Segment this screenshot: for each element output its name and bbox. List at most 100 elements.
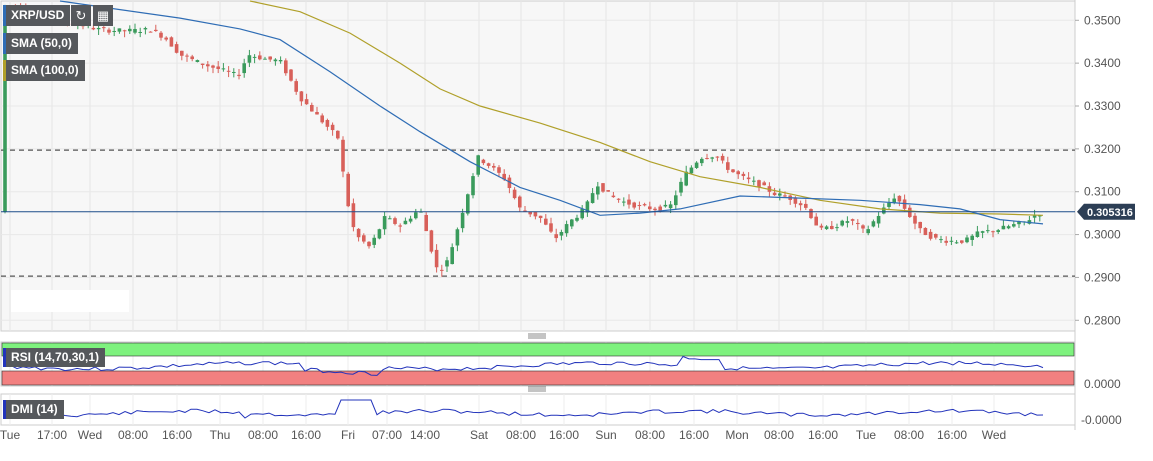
candle: [705, 153, 709, 160]
dmi-legend: DMI (14): [3, 400, 64, 419]
candle: [918, 221, 922, 234]
candle: [336, 130, 340, 140]
candle-body: [679, 181, 683, 193]
candle-body: [575, 217, 579, 221]
candle: [887, 198, 891, 210]
candle: [871, 219, 876, 228]
candle: [700, 157, 704, 167]
candle: [169, 36, 174, 47]
dmi-label: DMI (14): [11, 402, 58, 416]
candle: [190, 54, 194, 62]
candle: [741, 171, 746, 180]
y-tick-label: 0.3400: [1084, 56, 1121, 70]
x-tick-label: 08:00: [894, 428, 924, 442]
candle: [632, 201, 636, 210]
candle: [923, 227, 928, 236]
candle-body: [122, 30, 127, 32]
candle-body: [143, 28, 148, 30]
candle-body: [1032, 215, 1037, 218]
candle-body: [882, 207, 886, 214]
candle: [533, 211, 538, 220]
candle: [341, 136, 345, 178]
candle-body: [211, 65, 215, 68]
candle-body: [200, 63, 205, 65]
candle: [310, 102, 314, 112]
refresh-icon[interactable]: ↻: [71, 5, 91, 26]
candle-body: [741, 173, 746, 177]
candle-body: [970, 235, 974, 240]
candle-body: [460, 212, 465, 229]
candle-body: [648, 206, 652, 210]
candle-body: [980, 231, 985, 233]
candle-body: [570, 219, 574, 227]
candle-body: [507, 177, 512, 189]
candle: [590, 188, 595, 204]
candle: [278, 56, 283, 64]
candle: [346, 171, 350, 208]
candle-body: [304, 99, 309, 105]
candle: [440, 264, 444, 277]
sma100-label: SMA (100,0): [11, 63, 79, 77]
x-tick-label: 07:00: [372, 428, 402, 442]
candle-body: [544, 218, 548, 225]
candle-body: [336, 130, 340, 139]
candle-body: [133, 28, 137, 33]
candle-body: [377, 229, 382, 239]
candle-body: [466, 194, 470, 214]
candle: [975, 225, 980, 238]
candle-body: [278, 59, 283, 62]
candle-body: [1038, 215, 1042, 217]
candle-body: [798, 203, 803, 206]
candle: [320, 113, 324, 124]
candle-body: [403, 220, 408, 225]
calendar-icon[interactable]: ▦: [93, 5, 113, 26]
dmi-tick-label: -0.0000: [1081, 413, 1122, 427]
candle: [414, 208, 418, 220]
candle: [627, 194, 631, 209]
candle-body: [965, 237, 969, 243]
candle: [928, 229, 933, 241]
candle: [512, 187, 517, 200]
candle-body: [897, 195, 902, 202]
candle: [757, 179, 761, 192]
candle-body: [710, 157, 714, 159]
candle-body: [294, 81, 298, 92]
candle-body: [252, 56, 257, 58]
candle: [237, 68, 241, 80]
y-tick-label: 0.3500: [1084, 13, 1121, 27]
candle: [133, 23, 137, 35]
candle: [772, 187, 777, 196]
candle: [289, 69, 293, 82]
candle: [200, 63, 205, 69]
candle-body: [616, 198, 621, 200]
symbol-label: XRP/USD: [3, 5, 71, 26]
candle: [715, 156, 720, 162]
sma50-swatch: [3, 33, 6, 54]
candle-body: [263, 58, 267, 60]
candle: [528, 211, 532, 218]
candle: [523, 205, 527, 212]
candle: [840, 219, 844, 227]
candle-body: [596, 186, 600, 195]
candle-body: [960, 240, 964, 243]
candle: [330, 122, 335, 136]
candle: [174, 41, 179, 54]
candle-body: [700, 158, 704, 164]
candle: [585, 199, 590, 217]
candle-body: [793, 197, 798, 204]
candle-body: [138, 31, 142, 33]
candle: [819, 223, 824, 231]
candle-body: [923, 227, 928, 236]
sma100-legend: SMA (100,0): [3, 60, 85, 81]
candle-body: [356, 228, 361, 238]
candle-body: [268, 56, 272, 60]
candle-body: [731, 169, 735, 173]
candle-body: [1017, 221, 1021, 225]
candle: [835, 223, 839, 232]
x-tick-label: Thu: [210, 428, 231, 442]
candle-body: [497, 167, 501, 173]
candle: [263, 56, 267, 60]
candle-body: [559, 231, 564, 236]
candle-body: [221, 68, 226, 70]
candle-body: [715, 156, 720, 158]
